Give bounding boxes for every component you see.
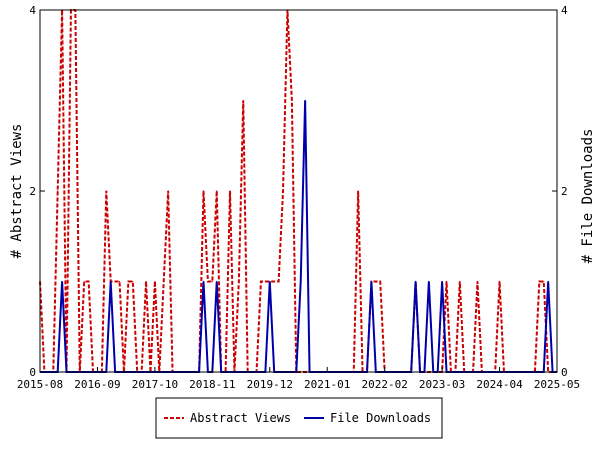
data-point-abstract-views-38 — [207, 280, 209, 283]
x-tick-label-2019-12: 2019-12 — [247, 378, 293, 391]
data-point-abstract-views-113 — [538, 280, 540, 283]
ticks-layer: 2015-08 2016-09 2017-10 2018-11 2019-12 2021-… — [17, 4, 580, 391]
data-point-abstract-views-95 — [459, 280, 461, 283]
data-point-abstract-views-43 — [229, 190, 231, 192]
data-point-abstract-views-45 — [238, 280, 240, 283]
data-point-abstract-views-29 — [167, 190, 169, 192]
y-axis-title-right: # File Downloads — [580, 129, 596, 264]
data-point-abstract-views-17 — [114, 280, 116, 283]
x-tick-label-2016-09: 2016-09 — [74, 378, 120, 391]
data-point-abstract-views-20 — [127, 280, 129, 283]
data-point-abstract-views-39 — [211, 280, 213, 283]
data-point-file-downloads-40 — [216, 280, 218, 283]
data-point-abstract-views-28 — [163, 280, 165, 283]
data-point-abstract-views-54 — [278, 280, 280, 283]
data-point-abstract-views-26 — [154, 280, 156, 283]
y-tick-label-left-0: 0 — [29, 366, 36, 379]
data-point-abstract-views-15 — [105, 190, 107, 192]
data-point-abstract-views-50 — [260, 280, 262, 283]
data-point-abstract-views-21 — [132, 280, 134, 283]
data-point-abstract-views-77 — [379, 280, 381, 283]
data-point-file-downloads-16 — [110, 280, 112, 283]
data-point-abstract-views-104 — [498, 280, 501, 283]
data-point-file-downloads-88 — [428, 280, 430, 283]
data-point-abstract-views-99 — [476, 280, 479, 283]
data-point-abstract-views-11 — [88, 280, 90, 283]
data-point-abstract-views-55 — [282, 190, 284, 192]
legend-label-abstract-views: Abstract Views — [190, 411, 291, 425]
data-point-abstract-views-4 — [57, 190, 59, 192]
data-point-file-downloads-5 — [61, 280, 63, 283]
series-layer — [39, 9, 558, 373]
y-tick-label-left-2: 2 — [29, 185, 36, 198]
y-tick-label-left-4: 4 — [29, 4, 36, 17]
y-tick-label-right-0: 0 — [561, 366, 568, 379]
data-point-abstract-views-51 — [264, 280, 266, 283]
data-point-abstract-views-72 — [357, 190, 359, 192]
data-point-abstract-views-10 — [83, 280, 85, 283]
y-axis-title-left: # Abstract Views — [9, 124, 25, 259]
x-tick-label-2017-10: 2017-10 — [132, 378, 178, 391]
data-point-file-downloads-115 — [547, 280, 549, 283]
data-point-file-downloads-91 — [441, 280, 443, 283]
legend-box — [155, 397, 443, 439]
data-point-abstract-views-37 — [202, 190, 205, 192]
data-point-file-downloads-85 — [415, 280, 417, 283]
x-tick-label-2024-04: 2024-04 — [476, 378, 523, 391]
data-point-abstract-views-57 — [291, 99, 293, 102]
y-tick-label-right-2: 2 — [561, 185, 568, 198]
legend: Abstract Views File Downloads — [155, 397, 443, 439]
data-point-abstract-views-92 — [445, 280, 448, 283]
data-point-file-downloads-60 — [304, 99, 306, 102]
x-tick-label-2018-11: 2018-11 — [189, 378, 235, 391]
x-tick-label-2022-02: 2022-02 — [361, 378, 407, 391]
data-point-file-downloads-37 — [202, 280, 205, 283]
data-point-abstract-views-53 — [273, 280, 275, 283]
x-tick-label-2021-01: 2021-01 — [304, 378, 350, 391]
data-point-abstract-views-114 — [543, 280, 545, 283]
x-tick-label-2023-03: 2023-03 — [419, 378, 465, 391]
x-tick-label-2025-05: 2025-05 — [534, 378, 580, 391]
data-point-abstract-views-40 — [216, 190, 218, 192]
data-point-abstract-views-46 — [242, 99, 244, 102]
y-tick-label-right-4: 4 — [561, 4, 568, 17]
x-tick-label-2015-08: 2015-08 — [17, 378, 63, 391]
data-point-abstract-views-24 — [145, 280, 147, 283]
legend-label-file-downloads: File Downloads — [330, 411, 431, 425]
data-point-file-downloads-75 — [370, 280, 373, 283]
data-point-abstract-views-76 — [375, 280, 377, 283]
data-point-file-downloads-59 — [300, 280, 302, 283]
data-point-file-downloads-52 — [269, 280, 271, 283]
data-point-abstract-views-18 — [118, 280, 121, 283]
